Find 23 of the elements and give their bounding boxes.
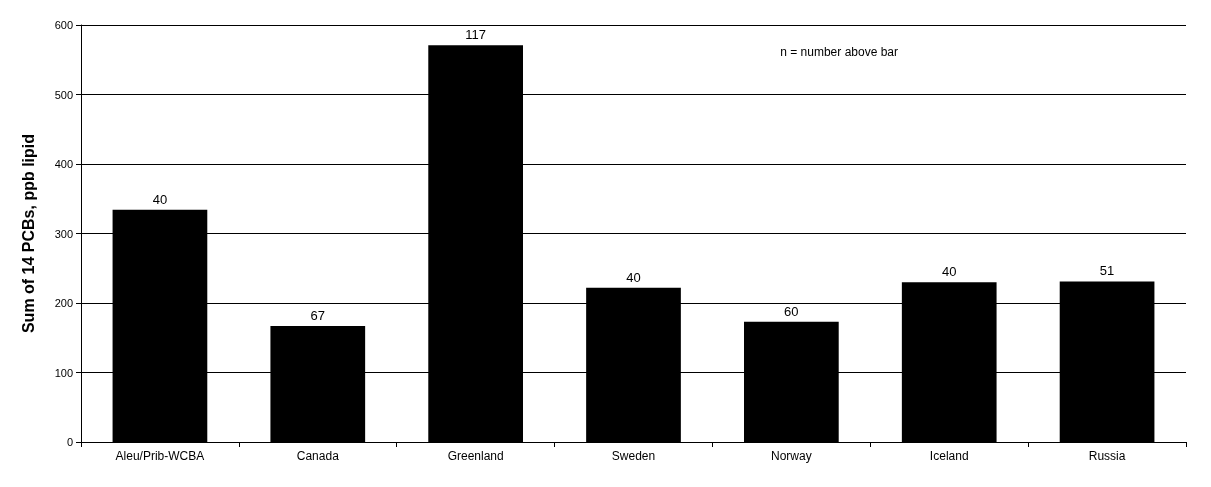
y-tick-label: 100 [54,366,73,379]
annotation: 60 [784,303,799,319]
annotation: 40 [152,191,168,207]
y-tick-label: 500 [54,88,73,101]
annotation: 67 [310,307,326,323]
annotation: 51 [1099,263,1115,279]
x-tick-label: Iceland [929,449,969,463]
y-tick-label: 300 [54,227,73,240]
x-tick-label: Canada [296,449,340,463]
annotation: 40 [941,264,957,280]
x-tick-label: Sweden [611,449,656,463]
y-tick-label: 600 [54,19,73,31]
y-tick-label: 400 [54,158,73,170]
x-tick-label: Aleu/Prib-WCBA [115,449,205,463]
y-tick-label: 200 [54,297,73,309]
x-tick-label: Norway [771,449,812,463]
x-tick-label: Russia [1088,449,1126,463]
y-tick-label: 0 [66,436,73,448]
annotation: 40 [626,269,641,285]
y-axis-title: Sum of 14 PCBs, ppb lipid [19,133,37,334]
x-tick-label: Greenland [447,449,504,463]
annotation: n = number above bar [780,45,899,59]
annotation: 117 [465,27,487,43]
